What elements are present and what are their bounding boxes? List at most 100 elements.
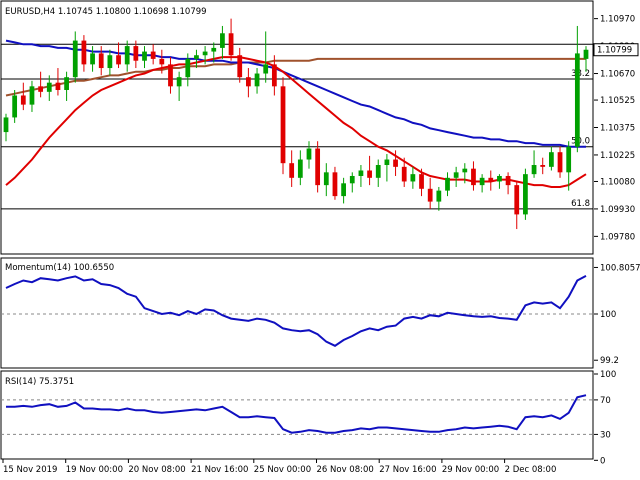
- time-tick-label: 19 Nov 00:00: [66, 465, 123, 475]
- price-tick-label: 1.10225: [600, 151, 635, 161]
- candle-body: [358, 170, 364, 176]
- candle-body: [133, 46, 139, 61]
- momentum-panel-border: [0, 257, 594, 369]
- candle-body: [566, 146, 572, 173]
- candle-body: [419, 174, 424, 189]
- candle-body: [237, 55, 243, 78]
- time-tick-label: 29 Nov 00:00: [442, 465, 499, 475]
- fibonacci-levels: 38.2 50.0 61.8: [1, 43, 593, 210]
- price-panel-border: [0, 0, 594, 255]
- rsi-title: RSI(14) 75.3751: [5, 377, 74, 387]
- momentum-axis: 100.8057 100 99.2: [594, 263, 640, 366]
- candle-body: [393, 159, 398, 167]
- rsi-series: [1, 394, 593, 435]
- candle-body: [497, 175, 502, 182]
- time-tick-label: 26 Nov 08:00: [317, 465, 374, 475]
- candle-body: [81, 40, 87, 65]
- price-tick-label: 1.10080: [600, 177, 635, 187]
- candle-body: [297, 159, 303, 178]
- candle-body: [505, 175, 511, 186]
- fib-level-label: 50.0: [571, 137, 590, 147]
- price-tick-label: 1.09780: [600, 232, 635, 242]
- last-price-box: [593, 43, 639, 57]
- momentum-tick-label: 100: [600, 310, 616, 320]
- time-tick-label: 27 Nov 16:00: [379, 465, 436, 475]
- price-tick-label: 1.10375: [600, 124, 635, 134]
- fib-level-label: 38.2: [571, 69, 590, 79]
- candle-body: [98, 53, 104, 69]
- time-tick-label: 21 Nov 16:00: [191, 465, 248, 475]
- momentum-tick-label: 99.2: [600, 356, 619, 366]
- candle-body: [557, 152, 563, 173]
- momentum-title: Momentum(14) 100.6550: [5, 263, 114, 273]
- rsi-line: [6, 394, 587, 434]
- candle-body: [12, 95, 18, 118]
- rsi-axis: 100 70 30 0: [594, 370, 616, 466]
- candle-body: [436, 190, 442, 202]
- candle-body: [185, 58, 191, 78]
- price-tick-label: 1.09930: [600, 205, 635, 215]
- candle-body: [375, 165, 381, 178]
- candle-body: [401, 166, 407, 182]
- candle-body: [150, 51, 156, 59]
- time-tick-label: 25 Nov 00:00: [254, 465, 311, 475]
- candle-body: [38, 86, 44, 92]
- rsi-panel: 100 70 30 0 RSI(14) 75.3751: [0, 370, 616, 466]
- candle-body: [194, 55, 199, 59]
- candle-body: [228, 33, 234, 56]
- price-tick-label: 1.10970: [600, 15, 635, 25]
- price-chart-title: EURUSD,H4 1.10745 1.10800 1.10698 1.1079…: [5, 7, 207, 17]
- candle-body: [453, 172, 459, 178]
- time-axis: 15 Nov 2019 19 Nov 00:00 20 Nov 08:00 21 No…: [2, 459, 557, 475]
- candle-body: [90, 53, 95, 65]
- candle-body: [445, 177, 450, 191]
- candle-body: [410, 174, 416, 182]
- candle-body: [540, 165, 546, 167]
- candle-body: [246, 77, 251, 87]
- candle-body: [531, 165, 537, 175]
- candle-body: [479, 177, 485, 186]
- candle-body: [514, 185, 520, 215]
- rsi-tick-label: 30: [600, 430, 611, 440]
- candle-body: [263, 64, 269, 74]
- rsi-tick-label: 0: [600, 456, 605, 466]
- candle-body: [220, 33, 225, 48]
- candle-body: [46, 82, 52, 92]
- candle-body: [64, 77, 69, 90]
- rsi-tick-label: 70: [600, 396, 611, 406]
- price-axis: 1.109701.108201.106701.105251.103751.102…: [593, 15, 639, 242]
- sma-slow-line: [5, 57, 586, 97]
- candle-body: [488, 177, 494, 182]
- candle-body: [211, 47, 217, 52]
- momentum-tick-label: 100.8057: [600, 263, 640, 273]
- sma-fast-line: [5, 56, 587, 188]
- candle-body: [168, 64, 173, 87]
- momentum-series: [1, 275, 593, 347]
- candle-body: [280, 86, 286, 164]
- candle-body: [289, 163, 295, 178]
- candle-body: [72, 40, 78, 78]
- candle-body: [332, 172, 338, 197]
- candle-body: [523, 174, 528, 215]
- candle-body: [367, 170, 372, 178]
- candles: [3, 18, 589, 230]
- rsi-tick-label: 100: [600, 370, 616, 380]
- candle-body: [159, 58, 165, 65]
- candle-body: [462, 168, 468, 173]
- candle-body: [29, 86, 35, 105]
- candle-body: [271, 64, 277, 87]
- time-tick-label: 2 Dec 08:00: [505, 465, 557, 475]
- candle-body: [471, 168, 476, 186]
- candle-body: [315, 148, 321, 186]
- candle-body: [574, 53, 580, 147]
- candle-body: [124, 46, 130, 65]
- sma-mid-line: [5, 39, 586, 148]
- candle-body: [254, 73, 260, 87]
- candle-body: [427, 188, 433, 202]
- price-tick-label: 1.10670: [600, 70, 635, 80]
- candle-body: [202, 51, 208, 56]
- candle-body: [116, 55, 121, 65]
- rsi-panel-border: [0, 370, 594, 460]
- price-tick-label: 1.10525: [600, 96, 635, 106]
- candle-body: [323, 172, 329, 186]
